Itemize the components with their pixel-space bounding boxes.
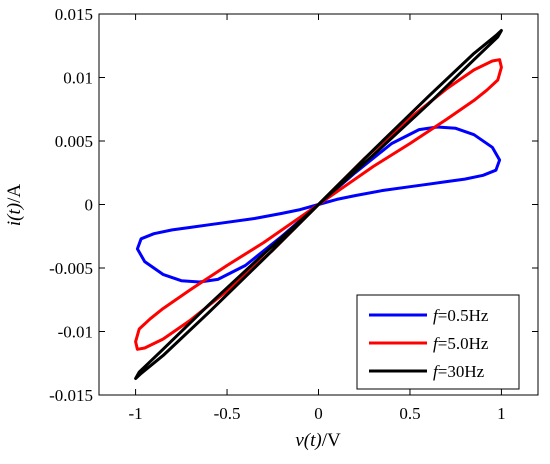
- y-tick-label-3: 0: [85, 196, 94, 215]
- legend-label-italic-0: f: [433, 306, 440, 325]
- legend-label-italic-1: f: [433, 334, 440, 353]
- y-axis-title-italic: i(t): [4, 203, 25, 226]
- y-tick-label-6: 0.015: [55, 5, 93, 24]
- x-tick-label-1: -0.5: [214, 404, 241, 423]
- y-tick-label-4: 0.005: [55, 132, 93, 151]
- series-line-2: [134, 29, 503, 380]
- x-tick-label-2: 0: [314, 404, 323, 423]
- y-tick-label-2: -0.005: [49, 259, 93, 278]
- legend-label-1: f=5.0Hz: [433, 334, 489, 353]
- tick-layer: -1 -0.5 0 0.5 1 -0.015 -0.01 -0.005 0 0.005 0.01 0.…: [49, 5, 538, 423]
- legend-label-rest-1: =5.0Hz: [438, 334, 489, 353]
- x-axis-title-italic: v(t): [295, 430, 321, 451]
- y-tick-label-0: -0.015: [49, 386, 93, 405]
- legend-label-rest-2: =30Hz: [438, 362, 485, 381]
- y-axis-title-rest: /A: [4, 184, 25, 203]
- series-layer: [134, 29, 503, 380]
- x-axis-title-rest: /V: [322, 430, 341, 451]
- x-tick-label-4: 1: [497, 404, 506, 423]
- x-axis-title: v(t)/V: [295, 430, 341, 451]
- y-tick-label-1: -0.01: [58, 323, 93, 342]
- x-tick-label-3: 0.5: [399, 404, 420, 423]
- y-tick-label-5: 0.01: [63, 69, 93, 88]
- legend-label-rest-0: =0.5Hz: [438, 306, 489, 325]
- legend-label-0: f=0.5Hz: [433, 306, 489, 325]
- legend-label-2: f=30Hz: [433, 362, 485, 381]
- legend-label-italic-2: f: [433, 362, 440, 381]
- y-axis-title: i(t)/A: [4, 184, 25, 226]
- x-tick-label-0: -1: [128, 404, 142, 423]
